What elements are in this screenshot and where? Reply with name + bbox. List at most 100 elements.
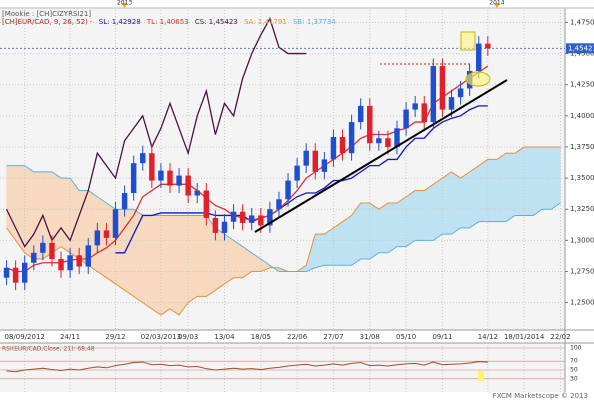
candle-body [339, 137, 346, 154]
x-tick-label: 22/02 [550, 333, 570, 341]
cloud-fill [333, 221, 343, 266]
highlight-box [460, 31, 476, 51]
cloud-fill [396, 196, 407, 247]
candle-body [412, 103, 418, 110]
candle-body [176, 175, 182, 186]
x-tick-label: 31/08 [360, 333, 380, 341]
cloud-fill [342, 214, 352, 266]
candle-body [58, 259, 64, 271]
x-tick-label: 09/03 [178, 333, 198, 341]
x-tick-label: 09/11 [432, 333, 452, 341]
cloud-fill [51, 171, 62, 254]
cloud-fill [315, 233, 325, 269]
candle-body [49, 242, 55, 260]
year-marker [121, 3, 128, 8]
y-tick-label: 1,2500 [570, 299, 594, 307]
cloud-fill [487, 159, 498, 222]
candle-body [476, 43, 482, 72]
candle-body [12, 267, 19, 283]
rsi-tick-label: 70 [570, 358, 578, 365]
y-tick-label: 1,3500 [570, 174, 594, 182]
cloud-fill [360, 202, 371, 260]
candle-body [121, 193, 128, 210]
x-tick-label: 29/12 [105, 333, 125, 341]
y-tick-label: 1,3250 [570, 205, 594, 213]
indicator-legend: [CH]EUR/CAD, 9, 26, 52) - SL: 1,42928 TL… [2, 18, 336, 26]
cloud-fill [133, 208, 143, 304]
legend-entry: SA: 1,41791 [244, 18, 287, 26]
candle-body [112, 209, 119, 238]
candle-body [485, 43, 491, 49]
candle-body [94, 230, 101, 246]
x-tick-label: 02/03/2013 [141, 333, 181, 341]
x-tick-label: 22/06 [287, 333, 308, 341]
cloud-fill [151, 215, 162, 316]
rsi-tick-label: 50 [570, 367, 578, 374]
indicator-line [5, 17, 307, 248]
last-price-label: 1,45423 [568, 44, 594, 52]
last-price-box [566, 43, 594, 54]
x-tick-label: 18/01/2014 [504, 333, 545, 341]
candle-body [149, 153, 155, 181]
candle-body [67, 255, 73, 271]
candle-body [403, 109, 409, 129]
candle-body [394, 128, 400, 147]
candle-body [194, 190, 200, 196]
candle-body [185, 175, 191, 196]
candle-body [421, 103, 427, 123]
y-tick-label: 1,4500 [570, 50, 594, 58]
cloud-fill [451, 171, 461, 235]
candle-body [248, 215, 255, 223]
y-tick-label: 1,4000 [570, 112, 594, 120]
cloud-fill [442, 171, 452, 235]
candle-body [303, 150, 309, 166]
year-marker [493, 3, 500, 8]
cloud-fill [387, 202, 398, 254]
cloud-fill [496, 152, 507, 222]
candle-body [140, 153, 146, 164]
cloud-fill [15, 165, 25, 254]
x-tick-label: 08/09/2012 [5, 333, 45, 341]
cloud-fill [169, 215, 180, 316]
chart-header: [Mookie : [CH]CIZYRSI21] [2, 10, 91, 18]
cloud-fill [178, 215, 189, 316]
x-tick-label: 27/07 [323, 333, 343, 341]
year-label: 2013 [117, 0, 132, 7]
candle-body [430, 66, 437, 123]
highlight-ellipse [465, 71, 491, 87]
cloud-fill [469, 165, 479, 229]
cloud-fill [378, 202, 389, 254]
legend-entry: SB: 1,37734 [293, 18, 336, 26]
candle-body [221, 221, 228, 233]
cloud-fill [60, 177, 71, 254]
x-tick-label: 18/05 [251, 333, 271, 341]
x-tick-label: 05/10 [396, 333, 416, 341]
legend-entry: TL: 1,40653 [146, 18, 189, 26]
indicator-line [115, 105, 488, 254]
legend-entry: [CH]EUR/CAD, 9, 26, 52) - [2, 18, 93, 26]
rsi-tick-label: 30 [570, 375, 578, 382]
candle-body [130, 163, 137, 194]
cloud-fill [369, 202, 380, 260]
candle-body [76, 255, 82, 267]
candle-body [267, 209, 273, 226]
candle-body [21, 262, 28, 283]
candle-body [367, 105, 373, 144]
cloud-line [6, 165, 561, 272]
cloud-fill [405, 190, 416, 248]
candle-body [203, 190, 210, 218]
candle-body [385, 138, 391, 147]
y-tick-label: 1,2750 [570, 267, 594, 275]
candle-body [31, 252, 37, 263]
candle-body [85, 245, 91, 267]
cloud-fill [460, 171, 470, 229]
candle-body [40, 242, 46, 253]
year-label: 2014 [489, 0, 504, 7]
y-tick-label: 1,3000 [570, 236, 594, 244]
candle-body [212, 217, 219, 233]
cloud-fill [215, 227, 225, 291]
footer: FXCM Marketscope © 2013 [493, 392, 588, 400]
rsi-label: RSI(EUR/CAD,Close, 21): 68,48 [2, 346, 95, 353]
